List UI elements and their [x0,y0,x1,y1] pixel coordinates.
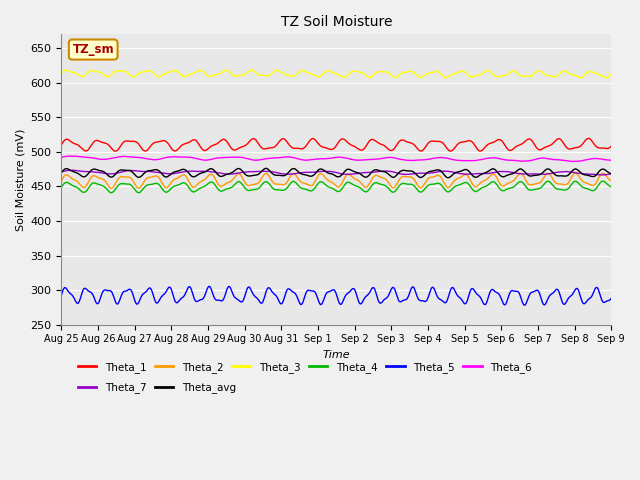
Theta_1 [408,141,416,146]
Theta_2 [92,173,99,179]
Theta_4 [599,178,607,184]
Theta_3 [408,69,416,74]
Theta_6 [408,157,416,163]
Theta_avg [607,171,615,177]
Theta_7 [392,170,399,176]
Theta_3 [248,67,255,73]
Theta_avg [408,168,416,174]
Theta_1 [532,144,540,149]
Theta_avg [476,172,484,178]
Line: Theta_4: Theta_4 [61,181,611,193]
Theta_avg [58,169,65,175]
Theta_6 [570,158,577,164]
Line: Theta_1: Theta_1 [61,138,611,151]
Theta_5 [408,284,416,290]
Theta_6 [607,157,615,163]
Theta_4 [532,186,540,192]
Theta_3 [58,70,65,76]
Theta_3 [532,70,540,75]
Y-axis label: Soil Moisture (mV): Soil Moisture (mV) [15,128,25,231]
Line: Theta_3: Theta_3 [61,70,611,78]
Theta_1 [378,142,385,147]
Theta_6 [532,156,540,162]
Theta_5 [607,295,615,301]
Theta_4 [408,182,416,188]
Text: TZ_sm: TZ_sm [72,43,114,56]
Theta_4 [607,184,615,190]
Theta_3 [607,71,615,77]
Theta_4 [392,188,399,193]
Theta_1 [92,138,99,144]
Theta_avg [92,166,99,172]
Theta_4 [476,187,483,192]
Theta_5 [476,293,483,299]
X-axis label: Time: Time [323,350,350,360]
Theta_7 [58,169,65,175]
Theta_7 [92,169,100,175]
Theta_5 [521,302,529,308]
Theta_5 [58,292,65,298]
Theta_3 [476,72,483,78]
Theta_7 [599,172,607,178]
Theta_5 [532,288,540,293]
Theta_6 [58,155,65,160]
Theta_1 [111,148,119,154]
Line: Theta_2: Theta_2 [61,173,611,188]
Theta_2 [408,175,416,180]
Theta_1 [392,144,399,149]
Theta_2 [572,170,579,176]
Theta_avg [392,173,399,179]
Theta_7 [607,171,615,177]
Theta_6 [92,156,100,161]
Theta_6 [392,156,399,161]
Theta_4 [378,181,385,187]
Theta_7 [532,171,540,177]
Theta_2 [58,178,65,184]
Line: Theta_5: Theta_5 [61,287,611,305]
Theta_2 [392,183,399,189]
Theta_5 [92,298,99,303]
Theta_avg [262,166,269,171]
Theta_5 [378,300,385,306]
Theta_1 [585,135,593,141]
Theta_3 [92,68,99,74]
Theta_7 [378,168,385,174]
Theta_6 [476,157,483,163]
Theta_5 [205,284,213,289]
Theta_avg [378,168,385,174]
Line: Theta_avg: Theta_avg [61,168,611,178]
Line: Theta_7: Theta_7 [61,170,611,175]
Theta_7 [476,171,483,177]
Theta_4 [58,184,65,190]
Theta_3 [392,74,399,80]
Theta_2 [476,181,483,187]
Theta_6 [378,156,385,161]
Theta_3 [378,69,385,74]
Theta_2 [107,185,115,191]
Theta_6 [66,153,74,159]
Legend: Theta_7, Theta_avg: Theta_7, Theta_avg [77,382,236,393]
Line: Theta_6: Theta_6 [61,156,611,161]
Theta_4 [107,190,115,196]
Theta_3 [602,75,609,81]
Theta_5 [392,289,399,295]
Theta_2 [378,175,385,180]
Theta_7 [408,171,416,177]
Theta_4 [92,180,99,186]
Title: TZ Soil Moisture: TZ Soil Moisture [280,15,392,29]
Theta_7 [69,168,77,173]
Theta_2 [607,178,615,183]
Theta_1 [58,142,65,147]
Theta_avg [532,172,540,178]
Theta_1 [607,143,615,149]
Theta_avg [444,175,452,180]
Theta_2 [532,181,540,187]
Theta_1 [476,148,483,154]
